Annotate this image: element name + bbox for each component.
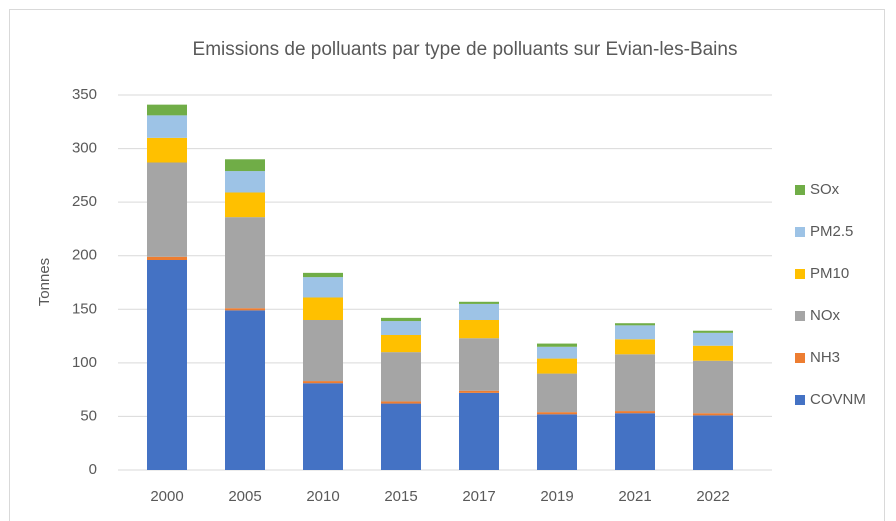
bar-segment — [615, 323, 655, 326]
y-tick-label: 350 — [72, 86, 97, 103]
x-tick-label: 2021 — [618, 488, 651, 505]
bar-segment — [693, 330, 733, 333]
bar-segment — [303, 383, 343, 470]
y-tick-label: 300 — [72, 140, 97, 157]
bar-segment — [147, 162, 187, 257]
bar-segment — [615, 354, 655, 412]
bar-segment — [147, 137, 187, 163]
legend-swatch — [795, 185, 805, 195]
x-tick-label: 2022 — [696, 488, 729, 505]
bar-segment — [303, 277, 343, 298]
bar-segment — [225, 308, 265, 311]
bar-segment — [225, 217, 265, 309]
bar-segment — [615, 413, 655, 470]
y-tick-label: 250 — [72, 193, 97, 210]
legend-swatch — [795, 353, 805, 363]
legend-label: PM2.5 — [810, 223, 853, 240]
legend-label: NOx — [810, 307, 841, 324]
bar-segment — [225, 192, 265, 218]
bar-segment — [381, 401, 421, 404]
bar-segment — [693, 360, 733, 414]
bar-segment — [693, 332, 733, 346]
bar-segment — [303, 297, 343, 320]
y-tick-label: 200 — [72, 247, 97, 264]
bar-segment — [693, 413, 733, 416]
bar-segment — [615, 339, 655, 355]
bar-segment — [147, 256, 187, 260]
bar-segment — [537, 346, 577, 359]
y-tick-label: 100 — [72, 354, 97, 371]
bar-segment — [225, 159, 265, 172]
bar-segment — [537, 373, 577, 413]
bar-segment — [693, 415, 733, 470]
x-tick-label: 2005 — [228, 488, 261, 505]
legend-swatch — [795, 227, 805, 237]
bar-segment — [381, 321, 421, 335]
x-tick-label: 2000 — [150, 488, 183, 505]
chart-frame — [9, 9, 885, 521]
bar-segment — [225, 310, 265, 470]
bar-segment — [615, 411, 655, 414]
x-tick-label: 2017 — [462, 488, 495, 505]
bar-segment — [459, 338, 499, 391]
y-tick-label: 50 — [80, 407, 97, 424]
bar-segment — [303, 320, 343, 382]
bar-segment — [459, 320, 499, 339]
bar-segment — [381, 403, 421, 470]
chart-title: Emissions de polluants par type de pollu… — [193, 39, 738, 60]
bar-segment — [381, 335, 421, 353]
y-tick-label: 0 — [89, 461, 97, 478]
y-axis-label: Tonnes — [36, 258, 53, 306]
legend-label: PM10 — [810, 265, 849, 282]
legend-label: NH3 — [810, 349, 840, 366]
x-tick-label: 2015 — [384, 488, 417, 505]
bar-segment — [537, 358, 577, 374]
x-tick-label: 2019 — [540, 488, 573, 505]
bar-segment — [615, 325, 655, 340]
bar-segment — [693, 345, 733, 361]
x-tick-label: 2010 — [306, 488, 339, 505]
bar-segment — [381, 317, 421, 322]
bar-segment — [537, 414, 577, 470]
bar-segment — [459, 390, 499, 393]
bar-segment — [537, 412, 577, 415]
bar-segment — [147, 115, 187, 138]
bar-segment — [303, 381, 343, 384]
bar-segment — [147, 260, 187, 470]
legend-label: SOx — [810, 181, 840, 198]
bar-segment — [381, 352, 421, 402]
bar-segment — [303, 272, 343, 278]
bar-segment — [459, 303, 499, 320]
bar-segment — [459, 392, 499, 470]
bar-segment — [147, 104, 187, 116]
legend-label: COVNM — [810, 391, 866, 408]
y-tick-label: 150 — [72, 300, 97, 317]
legend-swatch — [795, 269, 805, 279]
bar-segment — [459, 301, 499, 304]
legend-swatch — [795, 311, 805, 321]
legend-swatch — [795, 395, 805, 405]
bar-segment — [225, 171, 265, 193]
bar-segment — [537, 343, 577, 347]
